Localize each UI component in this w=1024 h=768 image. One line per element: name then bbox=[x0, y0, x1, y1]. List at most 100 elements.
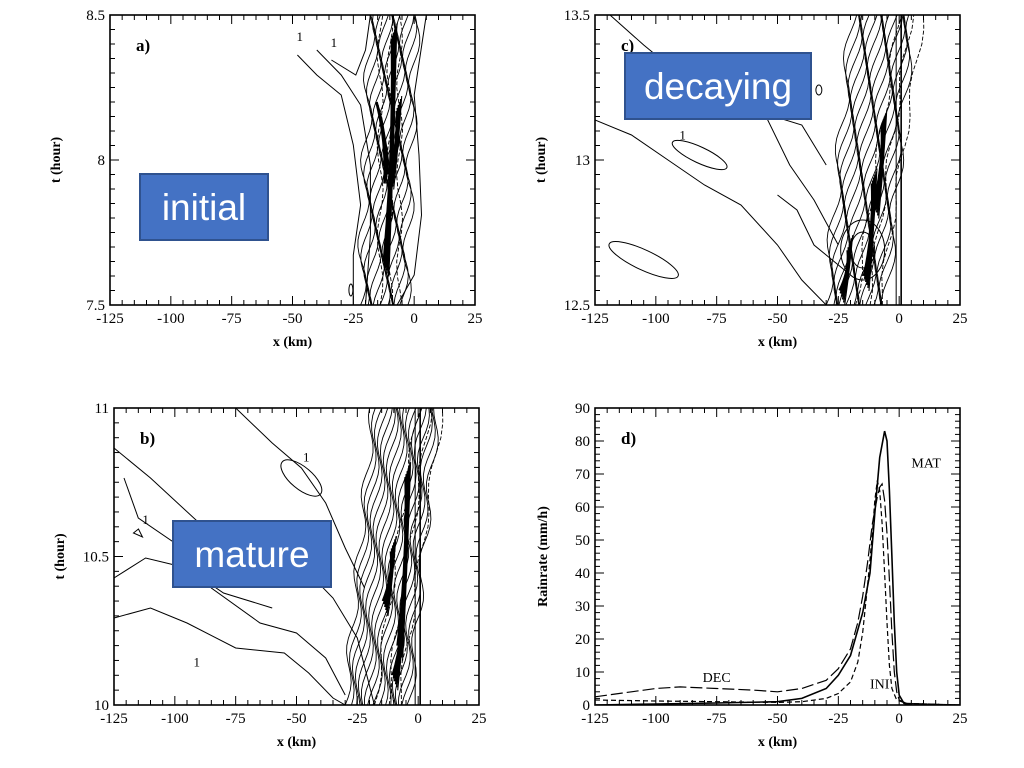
y-tick-label: 11 bbox=[95, 401, 109, 417]
y-tick-label: 8 bbox=[98, 153, 106, 169]
x-tick-label: 0 bbox=[895, 311, 903, 327]
plot-area bbox=[114, 408, 444, 705]
x-tick-label: 0 bbox=[414, 711, 422, 727]
contour-line bbox=[395, 408, 430, 705]
plot-frame bbox=[109, 14, 476, 306]
x-tick-label: -25 bbox=[828, 311, 848, 327]
contour-value-label: 1 bbox=[303, 449, 310, 464]
contour-line bbox=[331, 15, 371, 76]
series-label-mat: MAT bbox=[911, 456, 941, 471]
contour-line-dashed bbox=[386, 15, 394, 305]
contour-line bbox=[390, 15, 409, 305]
x-axis-title: x (km) bbox=[277, 735, 317, 750]
contour-line bbox=[357, 408, 393, 705]
stage-badge-text: mature bbox=[194, 534, 309, 575]
x-tick-label: -25 bbox=[343, 311, 363, 327]
contour-line bbox=[401, 408, 436, 705]
contour-value-label: 1 bbox=[679, 128, 686, 143]
series-line-mat bbox=[595, 430, 960, 705]
x-tick-label: -100 bbox=[157, 311, 185, 327]
contour-line bbox=[878, 15, 910, 305]
x-tick-label: -100 bbox=[642, 311, 670, 327]
contour-line bbox=[383, 408, 411, 705]
y-axis-title: t (hour) bbox=[53, 533, 68, 580]
stage-badge: decaying bbox=[624, 52, 812, 120]
x-tick-label: 25 bbox=[468, 311, 483, 327]
y-axis-title: Rainrate (mm/h) bbox=[536, 506, 551, 607]
y-tick-label: 30 bbox=[575, 599, 590, 615]
intense-core bbox=[878, 110, 888, 219]
intense-core bbox=[380, 116, 391, 169]
contour-line-dashed bbox=[881, 15, 925, 305]
contour-line bbox=[363, 15, 382, 305]
contour-line-dashed bbox=[396, 15, 403, 305]
x-tick-label: -75 bbox=[226, 711, 246, 727]
x-tick-label: -25 bbox=[347, 711, 367, 727]
contour-ellipse bbox=[280, 459, 323, 497]
contour-line-dashed bbox=[854, 15, 903, 305]
contour-line bbox=[393, 15, 415, 305]
series-label-ini: INI bbox=[870, 678, 890, 693]
panel-label: b) bbox=[140, 429, 155, 448]
contour-line bbox=[316, 49, 371, 305]
stage-badge-text: decaying bbox=[644, 66, 792, 107]
y-tick-label: 8.5 bbox=[86, 8, 105, 24]
y-tick-label: 0 bbox=[583, 698, 591, 714]
y-tick-label: 10.5 bbox=[83, 550, 109, 566]
contour-ellipse bbox=[608, 241, 679, 279]
contour-line-dashed bbox=[388, 408, 434, 705]
contour-line bbox=[880, 15, 913, 305]
contour-value-label: 1 bbox=[193, 654, 200, 669]
panel-label: c) bbox=[621, 36, 634, 55]
contour-line bbox=[595, 119, 827, 305]
y-tick-label: 7.5 bbox=[86, 298, 105, 314]
stage-badge-box bbox=[624, 52, 812, 120]
y-axis-title: t (hour) bbox=[49, 137, 64, 184]
y-tick-label: 13 bbox=[575, 153, 590, 169]
series-label-dec: DEC bbox=[703, 671, 731, 686]
contour-line-dashed bbox=[869, 15, 915, 305]
x-tick-label: -75 bbox=[222, 311, 242, 327]
contour-line bbox=[354, 408, 389, 705]
stage-badge-box bbox=[139, 173, 269, 241]
contour-ellipse bbox=[815, 84, 823, 96]
x-tick-label: 0 bbox=[895, 711, 903, 727]
contour-line bbox=[297, 54, 362, 305]
stage-badge-box bbox=[172, 520, 332, 588]
x-tick-label: -50 bbox=[768, 311, 788, 327]
contour-line bbox=[402, 15, 421, 305]
contour-line bbox=[351, 408, 383, 705]
x-tick-label: 25 bbox=[953, 711, 968, 727]
y-tick-label: 10 bbox=[94, 698, 109, 714]
x-tick-label: -100 bbox=[161, 711, 189, 727]
x-tick-label: -25 bbox=[828, 711, 848, 727]
x-axis-title: x (km) bbox=[758, 735, 798, 750]
contour-line bbox=[831, 15, 863, 305]
contour-line bbox=[363, 408, 399, 705]
contour-small bbox=[132, 528, 144, 539]
y-tick-label: 50 bbox=[575, 533, 590, 549]
x-tick-label: -125 bbox=[581, 311, 609, 327]
intense-core bbox=[402, 462, 412, 661]
contour-line bbox=[396, 15, 427, 305]
contour-line bbox=[854, 15, 887, 305]
contour-line bbox=[871, 15, 904, 305]
contour-value-label: 1 bbox=[142, 512, 149, 527]
plot-area bbox=[297, 15, 427, 305]
series-line-ini bbox=[595, 480, 960, 705]
contour-line bbox=[114, 607, 346, 705]
x-tick-label: 25 bbox=[472, 711, 487, 727]
series-line-dec bbox=[595, 482, 960, 705]
x-tick-label: -125 bbox=[96, 311, 124, 327]
contour-line bbox=[728, 99, 839, 246]
x-tick-label: -50 bbox=[287, 711, 307, 727]
contour-line bbox=[360, 15, 379, 305]
y-tick-label: 80 bbox=[575, 434, 590, 450]
contour-line-dashed bbox=[373, 408, 422, 705]
plot-frame bbox=[594, 407, 961, 706]
contour-line-dashed bbox=[400, 408, 444, 705]
stage-badge: initial bbox=[139, 173, 269, 241]
contour-ellipse bbox=[348, 283, 354, 297]
